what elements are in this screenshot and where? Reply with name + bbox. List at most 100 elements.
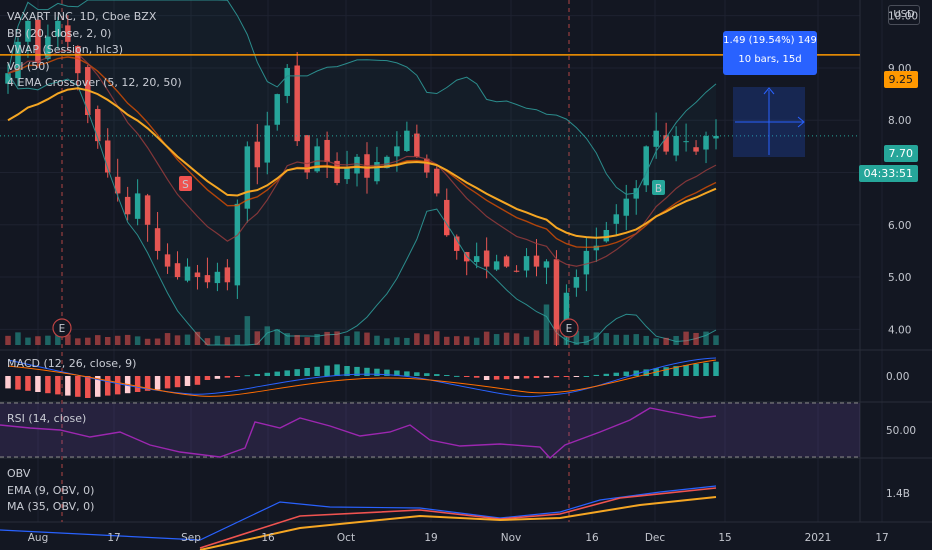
macd-bar xyxy=(55,376,61,395)
measure-arrows xyxy=(763,87,805,128)
volume-bar xyxy=(703,331,709,345)
macd-bar xyxy=(673,366,679,376)
volume-bar xyxy=(573,330,580,345)
volume-bar xyxy=(374,335,380,345)
candle-body xyxy=(384,156,390,169)
macd-bar xyxy=(65,376,71,396)
macd-title[interactable]: MACD (12, 26, close, 9) xyxy=(7,357,137,370)
volume-bar xyxy=(434,331,440,345)
candle-body xyxy=(234,203,241,286)
macd-bar xyxy=(164,376,171,389)
candle-body xyxy=(5,73,11,84)
macd-bar xyxy=(214,376,221,379)
macd-bar xyxy=(254,374,261,376)
volume-bar xyxy=(404,337,410,345)
candle-body xyxy=(264,125,271,163)
price-tick-label: 4.00 xyxy=(888,324,911,336)
volume-bar xyxy=(473,337,480,345)
rsi-line xyxy=(0,407,717,459)
countdown-tag: 04:33:51 xyxy=(858,165,918,182)
rsi-band xyxy=(0,403,860,457)
macd-bar xyxy=(523,376,530,379)
candle-body xyxy=(144,195,151,225)
currency-button[interactable]: USD xyxy=(888,5,920,25)
volume-bar xyxy=(104,336,111,345)
macd-bar xyxy=(284,370,290,376)
candle-body xyxy=(424,158,430,173)
macd-bar xyxy=(95,376,101,397)
volume-bar xyxy=(154,338,161,345)
candle-body xyxy=(254,141,261,168)
macd-bar xyxy=(563,376,570,377)
time-axis-label: 15 xyxy=(718,532,731,544)
macd-bar xyxy=(434,374,440,376)
macd-bar xyxy=(623,371,629,376)
volume-bar xyxy=(274,329,280,345)
macd-bar xyxy=(374,368,380,376)
volume-bar xyxy=(164,333,171,345)
symbol-title[interactable]: VAXART INC, 1D, Cboe BZX xyxy=(7,10,157,23)
earnings-marker-2 xyxy=(559,318,579,338)
volume-bar xyxy=(174,335,181,345)
volume-bar xyxy=(633,334,639,345)
macd-bar xyxy=(573,376,580,377)
volume-bar xyxy=(334,331,340,345)
candle-body xyxy=(194,272,201,278)
price-tick-label: 10.00 xyxy=(888,11,918,23)
sell-marker-label: S xyxy=(182,179,189,191)
volume-bar xyxy=(364,332,370,345)
macd-bar xyxy=(553,376,560,378)
candle-body xyxy=(95,109,101,142)
vwap-legend[interactable]: VWAP (Session, hlc3) xyxy=(7,43,124,56)
volume-bar xyxy=(234,334,241,345)
candle-body xyxy=(623,198,629,216)
candle-body xyxy=(284,67,290,96)
macd-bar xyxy=(114,376,121,395)
volume-bar xyxy=(304,337,310,345)
candle-body xyxy=(483,250,490,267)
macd-bar xyxy=(184,376,191,386)
earnings-marker-1-label: E xyxy=(59,323,66,335)
time-axis-label: Nov xyxy=(501,532,522,544)
ema-crossover-legend[interactable]: 4 EMA Crossover (5, 12, 20, 50) xyxy=(7,76,182,89)
time-axis-label: 19 xyxy=(424,532,437,544)
volume-bar xyxy=(324,331,330,345)
volume-bar xyxy=(583,335,590,345)
macd-bar xyxy=(354,366,360,376)
macd-axis-label: 0.00 xyxy=(886,371,909,383)
buy-marker xyxy=(652,180,665,195)
measure-tooltip: 1.49 (19.54%) 149 10 bars, 15d xyxy=(723,31,817,75)
candle-body xyxy=(434,168,440,194)
rsi-title[interactable]: RSI (14, close) xyxy=(7,412,87,425)
macd-bar xyxy=(513,376,520,379)
macd-bar xyxy=(294,369,300,376)
candle-body xyxy=(104,140,111,173)
obv-ema-legend[interactable]: EMA (9, OBV, 0) xyxy=(7,483,95,497)
volume-bar xyxy=(344,335,350,345)
level-price-tag: 9.25 xyxy=(883,71,918,88)
bb-legend[interactable]: BB (20, close, 2, 0) xyxy=(7,26,112,40)
obv-title[interactable]: OBV xyxy=(7,467,31,480)
volume-bar xyxy=(683,331,689,345)
volume-bar xyxy=(693,332,699,345)
volume-bar xyxy=(35,336,41,345)
vol-legend[interactable]: Vol (50) xyxy=(7,59,50,73)
time-axis-label: 16 xyxy=(261,532,275,544)
volume-bar xyxy=(65,334,71,345)
volume-bar xyxy=(513,333,520,345)
candle-body xyxy=(573,277,580,288)
macd-bar xyxy=(85,376,91,398)
volume-bar xyxy=(653,338,659,345)
macd-bar xyxy=(394,370,400,376)
time-axis-label: 17 xyxy=(875,532,888,544)
volume-bar xyxy=(124,334,131,345)
obv-ma-legend[interactable]: MA (35, OBV, 0) xyxy=(7,500,95,513)
candle-body xyxy=(344,167,350,180)
bb-upper-line xyxy=(7,0,717,195)
volume-bar xyxy=(214,335,221,345)
volume-bar xyxy=(523,336,530,345)
macd-bar xyxy=(364,367,370,376)
candle-body xyxy=(583,250,590,275)
